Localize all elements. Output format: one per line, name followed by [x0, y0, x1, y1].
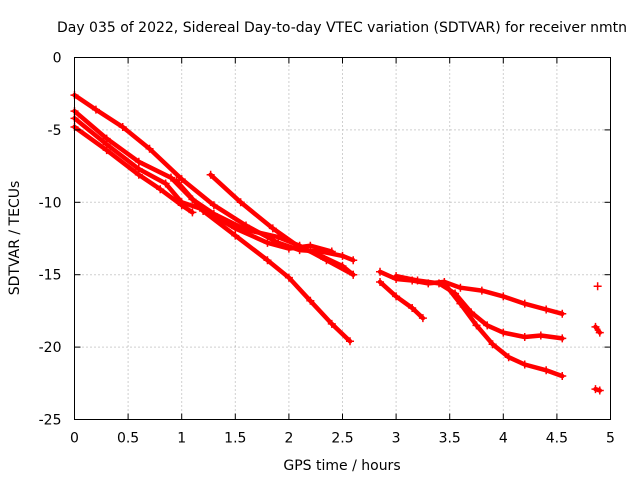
data-point	[418, 314, 427, 323]
data-point	[408, 304, 417, 313]
x-tick-label: 4	[499, 431, 508, 447]
y-tick-label: -20	[39, 340, 62, 356]
data-point	[327, 247, 336, 256]
data-point	[188, 208, 197, 217]
data-point	[284, 273, 293, 282]
x-tick-label: 5	[606, 431, 615, 447]
data-point	[268, 224, 277, 233]
data-point	[499, 328, 508, 337]
y-tick-label: -10	[39, 195, 62, 211]
data-point	[593, 282, 602, 291]
data-point	[483, 321, 492, 330]
data-point	[327, 319, 336, 328]
data-point	[161, 179, 170, 188]
y-tick-label: -5	[48, 123, 62, 139]
series-line	[72, 124, 195, 215]
data-point	[413, 276, 422, 285]
x-tick-label: 0.5	[117, 431, 139, 447]
data-point	[263, 256, 272, 265]
x-tick-label: 1	[177, 431, 186, 447]
data-point	[91, 105, 100, 114]
data-point	[236, 198, 245, 207]
data-point	[102, 146, 111, 155]
data-point	[558, 372, 567, 381]
data-point	[504, 353, 513, 362]
data-point	[591, 385, 600, 394]
series-line	[174, 178, 353, 344]
data-point	[488, 340, 497, 349]
data-point	[477, 286, 486, 295]
x-tick-label: 1.5	[224, 431, 246, 447]
y-tick-label: 0	[53, 51, 62, 67]
x-axis-label: GPS time / hours	[283, 458, 400, 474]
data-point	[456, 283, 465, 292]
data-point	[231, 224, 240, 233]
data-point	[177, 175, 186, 184]
chart-title: Day 035 of 2022, Sidereal Day-to-day VTE…	[57, 20, 627, 36]
data-point	[472, 321, 481, 330]
data-point	[595, 386, 604, 395]
data-point	[349, 256, 358, 265]
x-tick-label: 0	[70, 431, 79, 447]
series-line	[442, 281, 565, 379]
data-point	[177, 201, 186, 210]
data-point	[209, 201, 218, 210]
data-point	[346, 337, 355, 346]
data-point	[520, 299, 529, 308]
axis-ticks: 0 0.5 1 1.5 2 2.5 3 3.5 4 4.5 5 0 -5 -10 -15 -20 -25	[39, 51, 615, 447]
series-line	[393, 273, 565, 341]
data-point	[536, 331, 545, 340]
data-point	[118, 123, 127, 132]
x-tick-label: 2.5	[331, 431, 353, 447]
x-tick-label: 4.5	[546, 431, 568, 447]
data-point	[558, 309, 567, 318]
data-point	[499, 292, 508, 301]
data-point	[263, 238, 272, 247]
data-point	[376, 267, 385, 276]
data-point	[542, 305, 551, 314]
data-point	[134, 170, 143, 179]
data-point	[231, 231, 240, 240]
data-point	[392, 292, 401, 301]
x-tick-label: 3	[392, 431, 401, 447]
data-point	[520, 332, 529, 341]
data-point	[542, 366, 551, 375]
data-point	[440, 279, 449, 288]
series-line	[377, 279, 426, 321]
data-point	[306, 241, 315, 250]
y-tick-label: -15	[39, 268, 62, 284]
data-point	[306, 296, 315, 305]
data-series	[70, 91, 604, 395]
data-point	[338, 251, 347, 260]
data-point	[349, 270, 358, 279]
data-point	[206, 170, 215, 179]
data-point	[172, 176, 181, 185]
data-point	[392, 272, 401, 281]
data-point	[295, 243, 304, 252]
data-point	[199, 206, 208, 215]
y-tick-label: -25	[39, 413, 62, 429]
x-tick-label: 3.5	[439, 431, 461, 447]
x-tick-label: 2	[284, 431, 293, 447]
data-point	[558, 334, 567, 343]
data-point	[284, 244, 293, 253]
data-point	[376, 277, 385, 286]
data-point	[317, 251, 326, 260]
data-point	[145, 144, 154, 153]
data-point	[156, 185, 165, 194]
data-point	[456, 299, 465, 308]
grid-lines	[74, 57, 611, 420]
y-axis-label: SDTVAR / TECUs	[7, 181, 23, 296]
data-point	[134, 157, 143, 166]
data-point	[520, 360, 529, 369]
data-point	[166, 173, 175, 182]
data-point	[591, 322, 600, 331]
data-point	[338, 262, 347, 271]
data-point	[595, 328, 604, 337]
